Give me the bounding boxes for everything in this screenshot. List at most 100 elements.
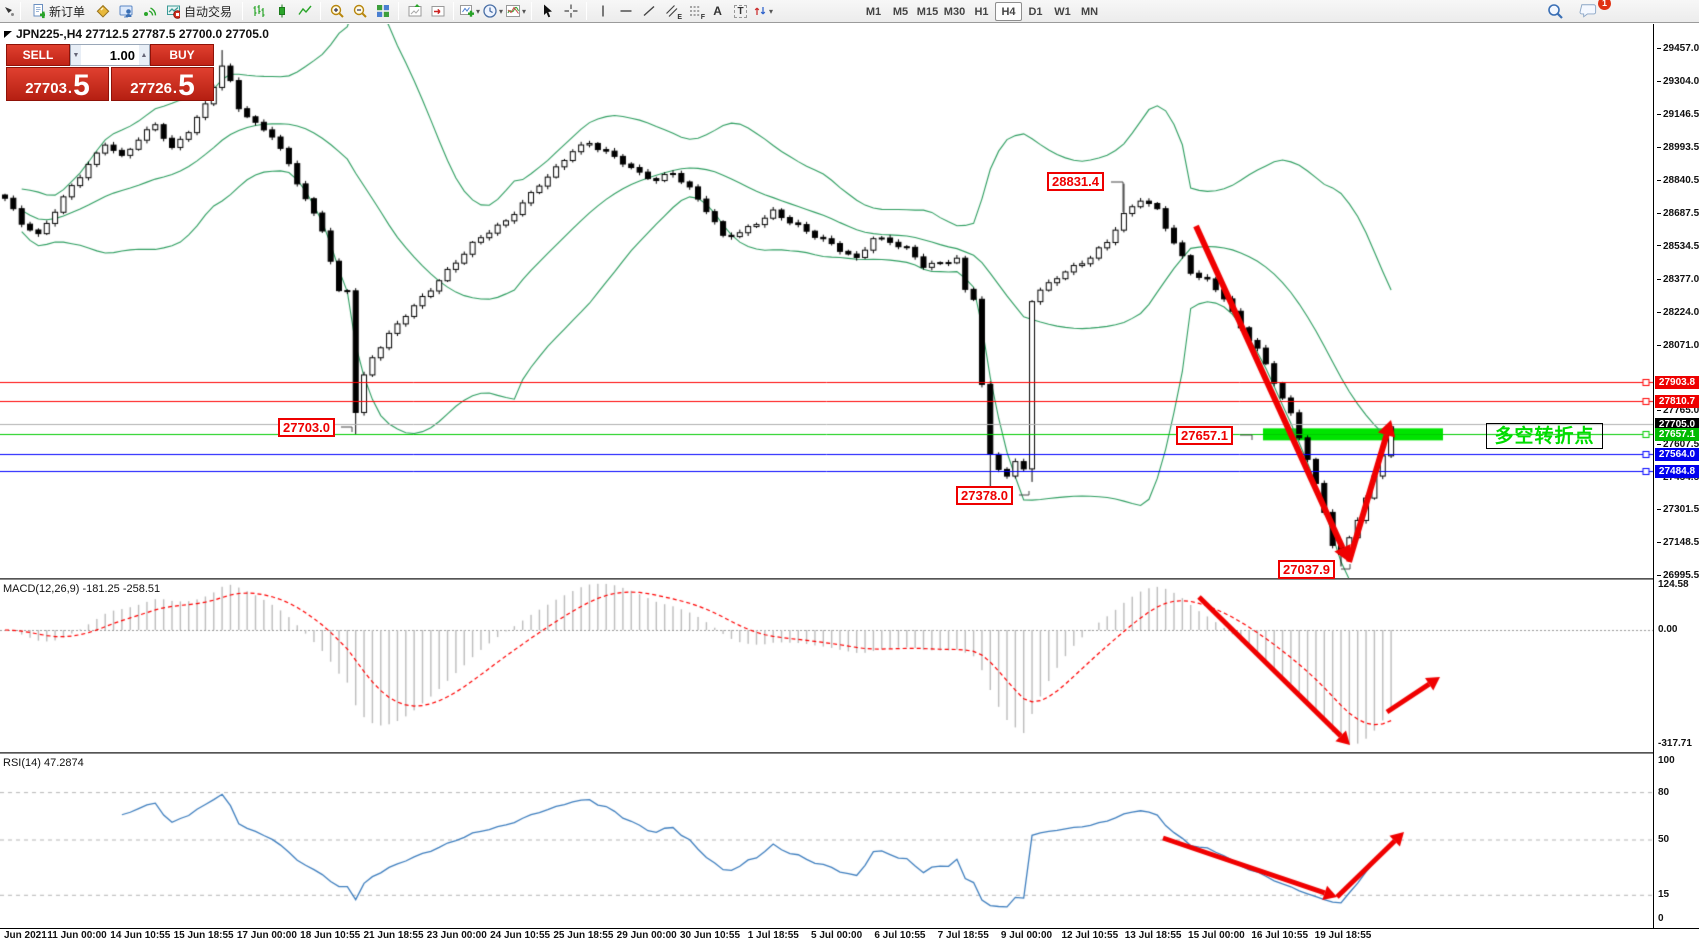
new-chart-dropdown[interactable] — [458, 1, 481, 21]
cursor-tool-icon[interactable] — [536, 1, 559, 21]
price-level-label: 27564.0 — [1655, 448, 1699, 462]
period-dropdown[interactable] — [481, 1, 504, 21]
auto-scroll-icon[interactable] — [426, 1, 449, 21]
price-callout[interactable]: 27037.9 — [1278, 560, 1335, 579]
trendline-tool-icon[interactable] — [637, 1, 660, 21]
volume-increase-button[interactable]: ▲ — [139, 45, 149, 65]
macd-canvas[interactable] — [0, 580, 1653, 752]
time-tick-label: 12 Jul 10:55 — [1061, 930, 1119, 941]
timeframe-h4[interactable]: H4 — [995, 2, 1022, 21]
rsi-label: RSI(14) 47.2874 — [3, 757, 84, 769]
buy-price-display[interactable]: 27726. 5 — [111, 67, 214, 101]
rsi-canvas[interactable] — [0, 754, 1653, 928]
sell-button[interactable]: SELL — [6, 44, 70, 66]
pane-splitter[interactable] — [0, 752, 1699, 754]
fibonacci-tool-icon[interactable]: F — [683, 1, 706, 21]
time-tick-label: 21 Jun 18:55 — [363, 930, 424, 941]
price-level-label: 27903.8 — [1655, 375, 1699, 389]
equidistant-channel-tool-icon[interactable]: E — [660, 1, 683, 21]
new-order-button[interactable]: 新订单 — [25, 1, 91, 21]
line-chart-type-icon[interactable] — [293, 1, 316, 21]
timeframe-w1[interactable]: W1 — [1049, 2, 1076, 21]
window-menu-icon[interactable] — [2, 1, 16, 21]
tile-windows-icon[interactable] — [371, 1, 394, 21]
toolbar: 新订单 自动交易 — [0, 0, 1699, 23]
price-callout[interactable]: 27657.1 — [1176, 426, 1233, 445]
volume-input[interactable] — [81, 45, 139, 65]
timeframe-m15[interactable]: M15 — [914, 2, 941, 21]
price-tick: 29457.0 — [1657, 43, 1699, 54]
time-axis[interactable]: Jun 2021 11 Jun 00:00 14 Jun 10:55 15 Jun … — [0, 929, 1699, 944]
zoom-in-icon[interactable] — [325, 1, 348, 21]
time-tick-label: 19 Jul 18:55 — [1314, 930, 1372, 941]
horizontal-line-tool-icon[interactable] — [614, 1, 637, 21]
arrows-tool-dropdown[interactable] — [752, 1, 775, 21]
separator — [242, 2, 244, 20]
time-tick-label: 13 Jul 18:55 — [1124, 930, 1182, 941]
separator — [320, 2, 322, 20]
price-callout[interactable]: 27703.0 — [278, 418, 335, 437]
zoom-out-icon[interactable] — [348, 1, 371, 21]
price-tick: 27765.0 — [1657, 405, 1699, 416]
separator — [20, 2, 21, 20]
timeframe-h1[interactable]: H1 — [968, 2, 995, 21]
timeframe-m5[interactable]: M5 — [887, 2, 914, 21]
month-label: Jun 2021 — [4, 930, 47, 941]
time-axis-border — [0, 928, 1699, 929]
chart-window-icon — [4, 31, 12, 38]
rsi-scale-label: 15 — [1658, 889, 1670, 901]
market-watch-icon[interactable] — [91, 1, 114, 21]
search-icon[interactable] — [1543, 1, 1566, 21]
indicators-dropdown[interactable] — [504, 1, 527, 21]
time-tick-label: 18 Jun 10:55 — [300, 930, 361, 941]
volume-decrease-button[interactable]: ▼ — [71, 45, 81, 65]
notifications-icon[interactable]: 1 — [1574, 0, 1611, 21]
time-tick-label: 29 Jun 00:00 — [616, 930, 677, 941]
text-label-tool-icon[interactable]: T — [729, 1, 752, 21]
bar-chart-type-icon[interactable] — [247, 1, 270, 21]
symbol-period: JPN225-,H4 — [16, 27, 83, 41]
timeframe-d1[interactable]: D1 — [1022, 2, 1049, 21]
chart-shift-icon[interactable] — [403, 1, 426, 21]
timeframe-m1[interactable]: M1 — [860, 2, 887, 21]
price-tick: 28687.5 — [1657, 208, 1699, 219]
main-chart-canvas[interactable] — [0, 24, 1653, 578]
macd-scale-label: 124.58 — [1658, 579, 1689, 591]
vertical-line-tool-icon[interactable] — [591, 1, 614, 21]
time-tick-label: 14 Jun 10:55 — [110, 930, 171, 941]
price-tick: 27607.5 — [1657, 439, 1699, 450]
fibonacci-glyph: F — [700, 14, 706, 21]
time-tick-label: 1 Jul 18:55 — [747, 930, 799, 941]
time-tick-label: 11 Jun 00:00 — [47, 930, 107, 941]
time-tick-label: 17 Jun 00:00 — [236, 930, 297, 941]
macd-label: MACD(12,26,9) -181.25 -258.51 — [3, 583, 161, 595]
autotrading-icon — [166, 1, 181, 21]
pane-splitter[interactable] — [0, 578, 1699, 580]
price-axis[interactable]: 29457.0 29304.0 29146.5 28993.5 28840.5 28687… — [1653, 24, 1699, 928]
price-tick: 28224.0 — [1657, 307, 1699, 318]
price-tick: 27148.5 — [1657, 537, 1699, 548]
price-tick: 27301.5 — [1657, 504, 1699, 515]
timeframe-mn[interactable]: MN — [1076, 2, 1103, 21]
price-level-label: 27657.1 — [1655, 428, 1699, 442]
rsi-scale-label: 100 — [1658, 755, 1675, 766]
text-tool-icon[interactable]: A — [713, 4, 722, 18]
sell-price-display[interactable]: 27703. 5 — [6, 67, 109, 101]
candlestick-chart-type-icon[interactable] — [270, 1, 293, 21]
price-callout[interactable]: 27378.0 — [956, 486, 1013, 505]
timeframe-m30[interactable]: M30 — [941, 2, 968, 21]
navigator-icon[interactable] — [114, 1, 137, 21]
price-tick: 26995.5 — [1657, 570, 1699, 581]
crosshair-tool-icon[interactable] — [559, 1, 582, 21]
autotrading-label: 自动交易 — [184, 4, 233, 19]
autotrading-button[interactable]: 自动交易 — [160, 1, 238, 21]
time-tick-label: 9 Jul 00:00 — [1000, 930, 1053, 941]
buy-button[interactable]: BUY — [150, 44, 214, 66]
separator — [586, 2, 588, 20]
price-tick: 28840.5 — [1657, 175, 1699, 186]
macd-pane: MACD(12,26,9) -181.25 -258.51 — [0, 580, 1699, 752]
signals-icon[interactable] — [137, 1, 160, 21]
price-callout[interactable]: 28831.4 — [1047, 172, 1104, 191]
note-text-box[interactable]: 多空转折点 — [1486, 423, 1603, 449]
